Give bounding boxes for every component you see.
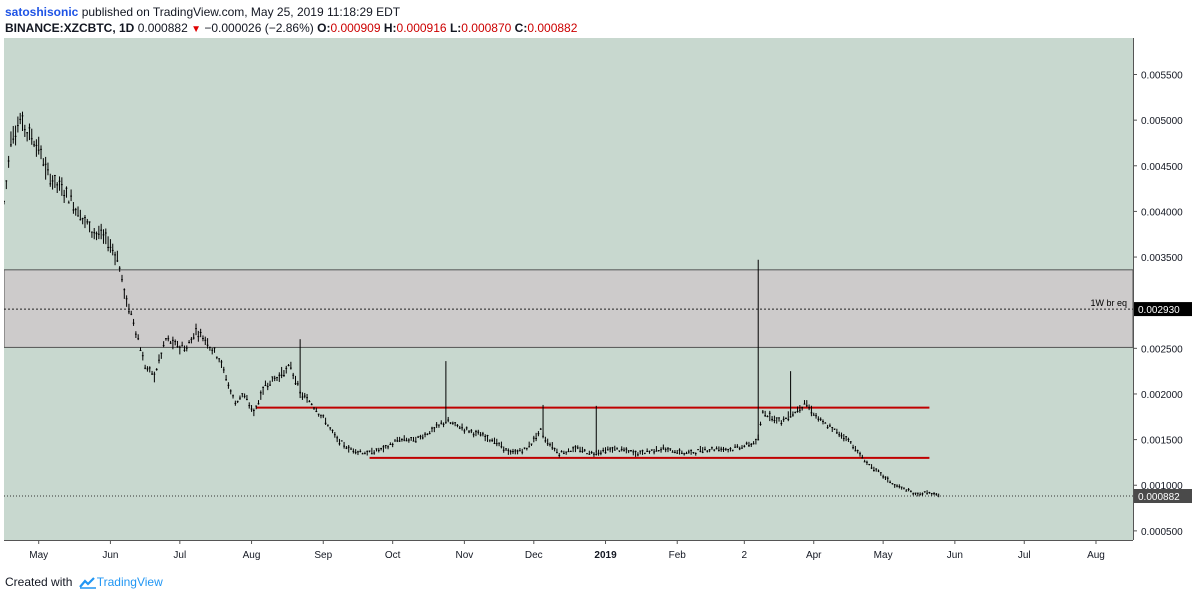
open-value: 0.000909 — [330, 21, 381, 35]
close-value: 0.000882 — [527, 21, 578, 35]
x-tick-label: Apr — [806, 550, 822, 561]
open-label: O: — [317, 21, 331, 35]
chart-header: satoshisonic published on TradingView.co… — [5, 4, 1195, 38]
x-tick-label: May — [874, 550, 893, 561]
x-tick-label: Dec — [525, 550, 543, 561]
x-tick-label: Sep — [314, 550, 332, 561]
x-tick-label: Aug — [1087, 550, 1105, 561]
y-tick-label: 0.005500 — [1141, 71, 1183, 82]
price-series — [3, 111, 940, 498]
ohlc-line: BINANCE:XZCBTC, 1D 0.000882 ▼ −0.000026 … — [5, 20, 1195, 36]
x-tick-label: Aug — [243, 550, 261, 561]
x-tick-label: Feb — [669, 550, 687, 561]
x-tick-label: 2 — [742, 550, 748, 561]
close-label: C: — [514, 21, 528, 35]
y-tick-label: 0.000500 — [1141, 527, 1183, 538]
low-value: 0.000870 — [461, 21, 512, 35]
high-label: H: — [383, 21, 397, 35]
y-tick-label: 0.001000 — [1141, 481, 1183, 492]
y-tick-label: 0.004500 — [1141, 162, 1183, 173]
x-tick-label: Jul — [173, 550, 186, 561]
x-tick-label: Jun — [947, 550, 963, 561]
low-label: L: — [449, 21, 462, 35]
last-price-text: 0.000882 — [137, 21, 188, 35]
created-with-text: Created with — [5, 575, 73, 589]
x-tick-label: May — [29, 550, 48, 561]
last-price-label: 0.000882 — [1138, 492, 1180, 503]
y-tick-label: 0.005000 — [1141, 116, 1183, 127]
high-value: 0.000916 — [396, 21, 447, 35]
y-tick-label: 0.002000 — [1141, 390, 1183, 401]
footer: Created with TradingView — [5, 573, 163, 591]
x-tick-label: Jul — [1018, 550, 1031, 561]
published-text: published on TradingView.com, May 25, 20… — [81, 5, 401, 19]
level-price-label: 0.002930 — [1138, 305, 1180, 316]
price-chart[interactable]: 1W br eq 0.005500 0.005000 0.004500 0.004000… — [3, 38, 1196, 568]
tradingview-logo-icon — [78, 577, 96, 589]
down-arrow-icon: ▼ — [191, 24, 201, 35]
chart-area[interactable]: 1W br eq 0.005500 0.005000 0.004500 0.004000… — [3, 38, 1196, 573]
publish-line: satoshisonic published on TradingView.co… — [5, 4, 1195, 20]
change-text: −0.000026 (−2.86%) — [204, 21, 314, 35]
level-name-label: 1W br eq — [1090, 298, 1127, 308]
author-link[interactable]: satoshisonic — [5, 5, 79, 19]
tradingview-link[interactable]: TradingView — [96, 575, 163, 589]
y-tick-label: 0.002500 — [1141, 344, 1183, 355]
y-tick-label: 0.003500 — [1141, 253, 1183, 264]
x-tick-label: Oct — [385, 550, 401, 561]
y-tick-label: 0.004000 — [1141, 207, 1183, 218]
x-tick-label: Jun — [102, 550, 118, 561]
last-price-tag — [1134, 489, 1192, 504]
x-tick-label: 2019 — [594, 550, 617, 561]
y-tick-label: 0.001500 — [1141, 436, 1183, 447]
symbol-label: BINANCE:XZCBTC, 1D — [5, 21, 135, 35]
x-tick-label: Nov — [455, 550, 473, 561]
level-price-tag — [1134, 302, 1192, 317]
